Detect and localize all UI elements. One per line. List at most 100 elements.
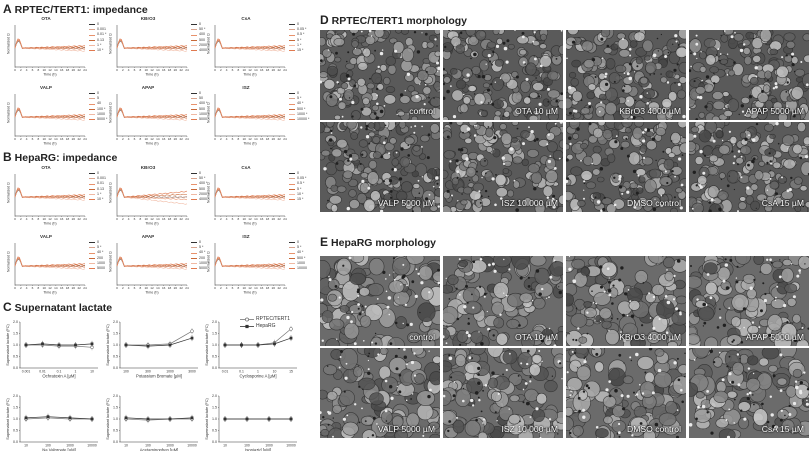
legend-item: 0 [89,91,107,96]
image-caption: APAP 5000 µM [745,332,804,342]
x-tick-label: 300 [145,370,151,374]
data-point [223,417,227,421]
legend-swatch [89,39,95,41]
legend-swatch [89,44,95,46]
x-tick-label: 24 [283,217,287,221]
x-tick-label: 20 [174,286,178,290]
legend-item: 5000 [89,266,105,271]
legend-item: 0 [89,171,106,176]
y-axis-label: Normalized Ω [207,102,211,123]
x-axis-label: Acetaminophen [µM] [140,448,179,451]
x-tick-label: 22 [277,68,281,72]
x-tick-label: 16 [162,68,166,72]
legend-swatch [191,24,197,26]
y-axis-label: Supernatant lactate (FC) [205,323,209,365]
legend-swatch [289,24,295,26]
legend-item: 400 * [191,101,209,106]
x-tick-label: 100 [45,444,51,448]
morphology-image-heparg: OTA 10 µM [443,256,563,346]
x-tick-label: 24 [185,68,189,72]
image-caption: VALP 5000 µM [377,424,435,434]
legend-swatch [191,257,197,259]
x-tick-label: 100 [123,370,129,374]
legend-swatch [89,268,95,270]
x-tick-label: 12 [248,217,252,221]
impedance-chart-rptec-5: ISZ Normalized Ω 0 2 4 6 8 10 12 14 16 18 20 22 24 Time… [206,85,310,151]
impedance-legend: 0 5 40 100 * 1000 5000 * [89,91,107,122]
legend-item: 10 * [89,48,106,53]
impedance-legend: 0 50 * 400 500 2000 * 4000 * [191,22,209,53]
legend-swatch [289,93,295,95]
cell-texture [443,122,563,212]
x-tick-label: 0 [214,68,216,72]
legend-item: 5 * [289,96,309,101]
impedance-trace [214,108,286,118]
y-tick-label: 1.5 [212,332,217,336]
legend-swatch [289,173,295,175]
data-point [41,342,44,346]
legend-label: 15 * [297,48,304,53]
data-point [90,417,94,421]
legend-item: 5 * [289,187,306,192]
x-tick-label: 18 [266,286,270,290]
legend-item: 0 [191,91,209,96]
x-tick-label: 12 [150,137,154,141]
y-tick-label: 0.5 [113,429,118,433]
x-tick-label: 1000 [166,370,174,374]
impedance-chart-title: APAP [141,85,155,90]
legend-item: 0.13 [89,187,106,192]
legend-item: 5000 * [89,117,107,122]
x-tick-label: 10 [242,286,246,290]
data-point [24,343,28,347]
legend-label: 40 * [297,101,304,106]
legend-item: 50 * [191,176,209,181]
x-tick-label: 4 [128,217,130,221]
y-tick-label: 1.0 [212,343,217,347]
x-tick-label: 12 [48,217,52,221]
x-tick-label: 10 [273,370,277,374]
legend-label: 0 [199,171,201,175]
x-tick-label: 0 [14,137,16,141]
image-caption: VALP 5000 µM [377,198,435,208]
impedance-trace [14,39,86,52]
x-tick-label: 15 [289,370,293,374]
legend-swatch [89,193,95,195]
legend-label: 200 [97,255,103,260]
legend-swatch [89,113,95,115]
legend-item: 0.01 * [89,32,106,37]
x-tick-label: 14 [156,286,160,290]
x-tick-label: 10 [144,217,148,221]
x-tick-label: 10 [42,68,46,72]
x-tick-label: 14 [156,217,160,221]
legend-swatch [191,93,197,95]
x-tick-label: 2 [220,217,222,221]
lactate-legend-item: RPTEC/TERT1 [240,316,290,322]
x-tick-label: 14 [254,137,258,141]
x-tick-label: 14 [54,137,58,141]
legend-item: 0 [191,171,209,176]
cell-texture [566,256,686,346]
impedance-trace [14,107,86,118]
legend-swatch [191,268,197,270]
legend-label: 5 * [199,245,204,250]
x-tick-label: 24 [83,286,87,290]
legend-item: 5 * [289,38,306,43]
image-caption: control [409,106,435,116]
legend-swatch [289,108,295,110]
legend-swatch [289,183,295,185]
morphology-image-heparg: DMSO control [566,348,686,438]
data-point [124,416,128,420]
impedance-chart-title: KBrO3 [140,165,156,170]
legend-label: 0 [97,240,99,244]
legend-item: 0 [89,22,106,27]
x-tick-label: 22 [77,68,81,72]
data-point [190,336,194,340]
x-tick-label: 24 [283,286,287,290]
x-tick-label: 8 [237,286,239,290]
legend-label: 1000 * [199,111,210,116]
x-tick-label: 18 [168,286,172,290]
legend-item: 0.001 [89,176,106,181]
x-axis-label: Cyclosporine A [µM] [239,374,276,379]
